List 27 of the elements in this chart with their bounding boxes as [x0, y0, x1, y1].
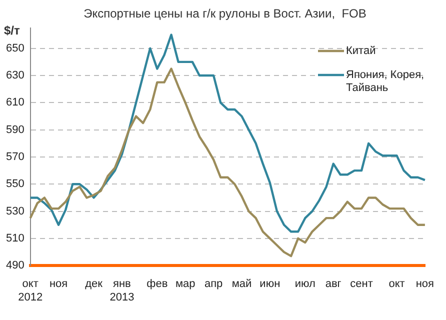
- x-tick-label: ноя: [416, 278, 434, 290]
- y-tick-label: 650: [6, 42, 24, 54]
- y-tick-label: 510: [6, 232, 24, 244]
- x-tick-label: окт 2012: [18, 278, 43, 304]
- x-tick-label: сент: [350, 278, 373, 290]
- legend-label: Китай: [346, 45, 376, 58]
- y-tick-label: 550: [6, 178, 24, 190]
- x-tick-label: июл: [294, 278, 316, 290]
- x-tick-label: янв 2013: [110, 278, 134, 304]
- x-tick-label: май: [232, 278, 252, 290]
- x-tick-label: ноя: [49, 278, 68, 290]
- x-tick-label: окт: [388, 278, 405, 290]
- x-tick-label: авг: [325, 278, 342, 290]
- chart-title: Экспортные цены на г/к рулоны в Вост. Азии, FOB: [84, 6, 366, 20]
- x-tick-label: июн: [260, 278, 280, 290]
- y-tick-label: 610: [6, 96, 24, 109]
- y-tick-label: 490: [6, 260, 24, 272]
- y-tick-label: 590: [6, 124, 24, 136]
- y-tick-label: 530: [6, 205, 24, 218]
- y-tick-label: 570: [6, 151, 24, 164]
- x-tick-label: апр: [204, 278, 223, 290]
- x-tick-label: дек: [85, 278, 103, 290]
- legend-label: Япония, Корея, Тайвань: [346, 69, 424, 94]
- x-tick-label: фев: [146, 278, 168, 290]
- y-axis-title: $/т: [4, 23, 20, 38]
- y-tick-label: 630: [6, 70, 24, 82]
- x-tick-label: мар: [175, 278, 196, 290]
